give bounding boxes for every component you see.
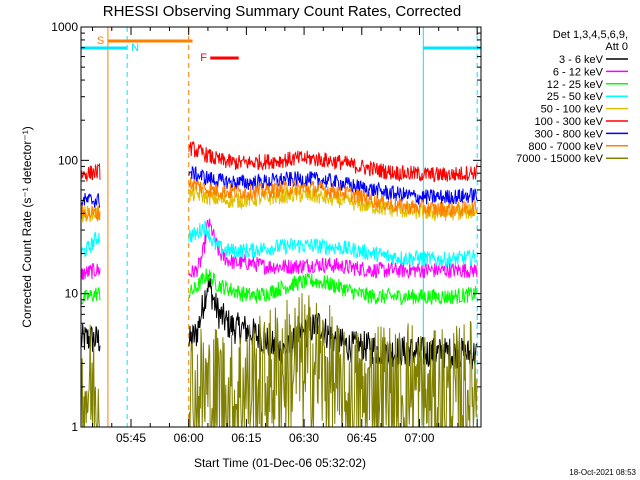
- series-8: [81, 293, 478, 427]
- series-line-6-0: [81, 192, 101, 209]
- legend-label-4: 50 - 100 keV: [541, 104, 604, 116]
- legend-label-5: 100 - 300 keV: [535, 116, 604, 128]
- xtick-label-4: 06:45: [347, 431, 377, 445]
- xtick-label-0: 05:45: [116, 431, 146, 445]
- x-axis: 05:45 06:00 06:15 06:30 06:45 07:00: [92, 27, 478, 445]
- legend-label-0: 3 - 6 keV: [559, 54, 604, 66]
- legend-header-line1: Det 1,3,4,5,6,9,: [553, 29, 628, 41]
- legend-header-line2: Att 0: [605, 41, 628, 53]
- series-2: [81, 268, 478, 306]
- xtick-label-5: 07:00: [404, 431, 434, 445]
- series-line-3-1: [188, 220, 478, 269]
- series-1: [81, 218, 478, 280]
- ytick-label-3: 1000: [51, 20, 78, 34]
- flags-layer: S N F: [81, 35, 481, 64]
- series-line-1-0: [81, 262, 101, 280]
- series-line-5-0: [81, 162, 101, 182]
- y-axis: 1 10 100 1000: [51, 20, 481, 434]
- flag-label-3: F: [200, 52, 207, 64]
- y-axis-label: Corrected Count Rate (s⁻¹ detector⁻¹): [20, 126, 34, 327]
- legend-label-7: 800 - 7000 keV: [528, 141, 603, 153]
- series-5: [81, 140, 478, 183]
- series-line-8-1: [188, 293, 478, 427]
- xtick-label-1: 06:00: [174, 431, 204, 445]
- series-line-7-0: [81, 204, 101, 223]
- series-4: [81, 185, 478, 224]
- series-line-5-1: [188, 140, 478, 183]
- series-line-2-1: [188, 268, 478, 306]
- chart-title: RHESSI Observing Summary Count Rates, Co…: [103, 3, 461, 20]
- ytick-label-2: 100: [58, 153, 78, 167]
- series-layer: [81, 140, 478, 427]
- series-line-7-1: [188, 177, 478, 218]
- flag-label-1: N: [131, 42, 139, 54]
- series-line-8-0: [81, 324, 100, 427]
- series-line-3-0: [81, 232, 101, 258]
- series-line-1-1: [188, 218, 478, 280]
- flag-label-0: S: [97, 35, 104, 47]
- ytick-label-1: 10: [65, 287, 79, 301]
- ytick-label-0: 1: [71, 420, 78, 434]
- xtick-label-2: 06:15: [231, 431, 261, 445]
- plot-frame: [80, 26, 482, 428]
- series-line-2-0: [81, 286, 101, 305]
- xtick-label-3: 06:30: [289, 431, 319, 445]
- series-7: [81, 177, 478, 223]
- legend-label-8: 7000 - 15000 keV: [516, 153, 604, 165]
- legend-label-6: 300 - 800 keV: [535, 128, 604, 140]
- series-3: [81, 220, 478, 269]
- legend-label-2: 12 - 25 keV: [547, 79, 604, 91]
- legend-label-1: 6 - 12 keV: [553, 66, 604, 78]
- x-axis-label: Start Time (01-Dec-06 05:32:02): [194, 456, 366, 470]
- footer-timestamp: 18-Oct-2021 08:53: [569, 468, 636, 477]
- legend-label-3: 25 - 50 keV: [547, 91, 604, 103]
